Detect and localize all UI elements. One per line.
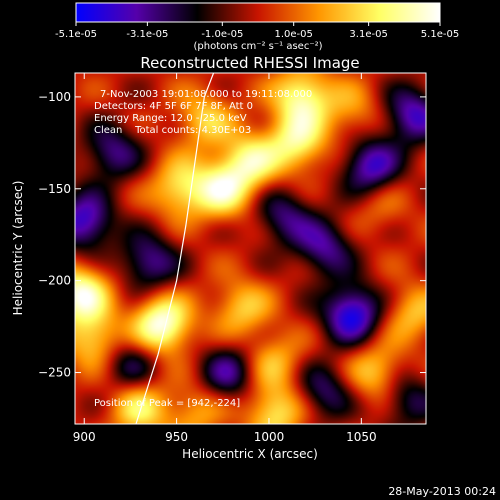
annotation-block: 7-Nov-2003 19:01:08.000 to 19:11:08.000 … [94, 89, 312, 136]
y-tick-label: −150 [38, 182, 71, 196]
colorbar-tick-label: -1.0e-05 [201, 29, 243, 40]
footer-date: 28-May-2013 00:24 [388, 485, 496, 498]
annotation-detectors: Detectors: 4F 5F 6F 7F 8F, Att 0 [94, 101, 253, 112]
colorbar-tick-label: -3.1e-05 [126, 29, 168, 40]
annotation-energy: Energy Range: 12.0 - 25.0 keV [94, 113, 247, 124]
solar-limb-curve [135, 73, 215, 424]
x-tick-label: 950 [165, 430, 188, 444]
peak-position-label: Position of Peak = [942,-224] [94, 398, 240, 409]
colorbar [75, 2, 441, 23]
colorbar-tick-label: 3.1e-05 [349, 29, 387, 40]
colorbar-tick-label: 5.1e-05 [421, 29, 459, 40]
y-tick-label: −250 [38, 366, 71, 380]
colorbar-tick-label: 1.0e-05 [274, 29, 312, 40]
x-tick-label: 1050 [346, 430, 377, 444]
y-tick-label: −200 [38, 274, 71, 288]
colorbar-unit-label: (photons cm⁻² s⁻¹ asec⁻²) [193, 41, 322, 52]
heatmap-image [75, 73, 426, 424]
x-tick-label: 1000 [254, 430, 285, 444]
plot-frame [74, 72, 427, 425]
x-tick-label: 900 [73, 430, 96, 444]
y-axis-ticks: −100 −150 −200 −250 [38, 90, 426, 380]
chart-title: Reconstructed RHESSI Image [140, 54, 359, 72]
colorbar-ticks: -5.1e-05 -3.1e-05 -1.0e-05 1.0e-05 3.1e-05 5.… [55, 22, 459, 40]
x-axis-ticks: 900 950 1000 1050 [73, 73, 377, 444]
colorbar-tick-label: -5.1e-05 [55, 29, 97, 40]
annotation-counts: Clean Total counts: 4.30E+03 [94, 125, 251, 136]
y-tick-label: −100 [38, 90, 71, 104]
y-axis-label: Heliocentric Y (arcsec) [11, 181, 25, 316]
annotation-time: 7-Nov-2003 19:01:08.000 to 19:11:08.000 [100, 89, 312, 100]
x-axis-label: Heliocentric X (arcsec) [182, 447, 318, 461]
